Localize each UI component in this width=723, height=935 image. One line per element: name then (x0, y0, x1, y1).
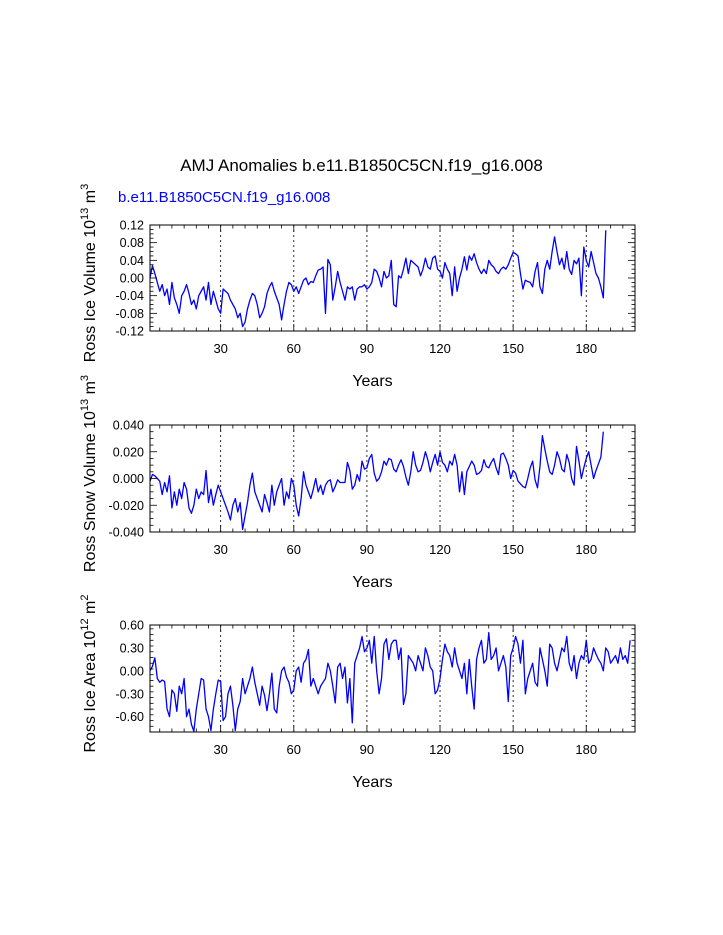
x-axis-label: Years (352, 373, 392, 390)
y-label-unit-exponent: 3 (79, 184, 91, 190)
case-label: b.e11.B1850C5CN.f19_g16.008 (118, 189, 331, 206)
y-tick-label: 0.00 (120, 664, 144, 678)
y-tick-label: -0.60 (116, 710, 145, 724)
y-tick-label: 0.12 (120, 219, 144, 233)
x-tick-label: 90 (360, 341, 374, 356)
y-tick-label: 0.000 (113, 472, 144, 486)
data-series-line (149, 230, 607, 328)
x-tick-label: 150 (502, 742, 524, 757)
y-label-exponent: 12 (79, 618, 91, 630)
x-axis-label: Years (352, 774, 392, 791)
x-tick-label: 30 (213, 341, 227, 356)
y-tick-label: 0.020 (113, 445, 144, 459)
y-tick-label: 0.04 (120, 254, 144, 268)
plot-frame (149, 624, 636, 733)
y-tick-label: -0.04 (116, 289, 145, 303)
x-tick-label: 60 (287, 742, 301, 757)
y-tick-label: -0.020 (109, 499, 144, 513)
chart-panel-3: 30 60 90 120 150 180 0.60 0.30 0.00 -0.30 -0.60 Yea… (79, 595, 636, 791)
y-label-unit: m (82, 601, 99, 619)
x-axis-label: Years (352, 574, 392, 591)
y-label-base: Ross Ice Area 10 (82, 631, 99, 753)
y-axis-label: Ross Ice Area 1012 m2 (79, 595, 99, 753)
chart-title: AMJ Anomalies b.e11.B1850C5CN.f19_g16.00… (180, 156, 543, 175)
plot-frame (149, 424, 636, 533)
x-tick-label: 30 (213, 542, 227, 557)
y-label-exponent: 13 (79, 208, 91, 220)
y-label-unit: m (82, 190, 99, 208)
y-tick-label: 0.00 (120, 272, 144, 286)
y-tick-label: -0.30 (116, 687, 145, 701)
x-tick-label: 180 (575, 542, 597, 557)
y-axis-label: Ross Ice Volume 1013 m3 (79, 184, 99, 362)
y-label-unit: m (82, 381, 99, 399)
data-series-line (149, 631, 631, 732)
x-tick-label: 120 (429, 341, 451, 356)
y-axis-label: Ross Snow Volume 1013 m3 (79, 375, 99, 572)
x-tick-label: 90 (360, 742, 374, 757)
x-tick-label: 150 (502, 341, 524, 356)
y-label-exponent: 13 (79, 399, 91, 411)
x-tick-label: 180 (575, 341, 597, 356)
x-tick-label: 90 (360, 542, 374, 557)
x-tick-label: 30 (213, 742, 227, 757)
y-tick-label: 0.30 (120, 641, 144, 655)
x-tick-label: 60 (287, 542, 301, 557)
data-series-line (149, 431, 604, 530)
x-tick-label: 180 (575, 742, 597, 757)
y-tick-label: -0.08 (116, 307, 145, 321)
x-tick-label: 120 (429, 542, 451, 557)
x-tick-label: 150 (502, 542, 524, 557)
y-tick-label: -0.040 (109, 526, 144, 540)
y-tick-label: 0.040 (113, 419, 144, 433)
x-tick-label: 60 (287, 341, 301, 356)
y-label-base: Ross Ice Volume 10 (82, 220, 99, 362)
x-tick-label: 120 (429, 742, 451, 757)
y-tick-label: 0.08 (120, 236, 144, 250)
chart-panel-2: 30 60 90 120 150 180 0.040 0.020 0.000 -0.020 -0.0… (79, 375, 636, 591)
y-label-base: Ross Snow Volume 10 (82, 411, 99, 572)
y-tick-label: -0.12 (116, 325, 145, 339)
y-label-unit-exponent: 2 (79, 595, 91, 601)
chart-panel-1: 30 60 90 120 150 180 0.12 0.08 0.04 0.00 -0.04 -0.0… (79, 184, 636, 390)
y-label-unit-exponent: 3 (79, 375, 91, 381)
y-tick-label: 0.60 (120, 619, 144, 633)
